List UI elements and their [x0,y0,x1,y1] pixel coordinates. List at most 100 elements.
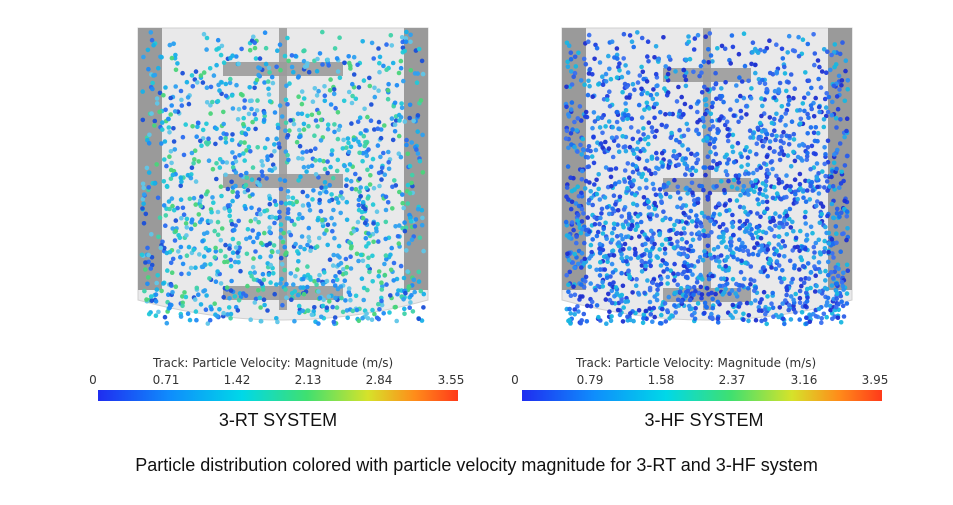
particle [661,185,667,190]
particle [817,269,823,275]
particle [778,118,783,123]
particle [738,301,743,306]
particle [769,120,775,126]
particle [832,269,838,275]
particle [413,217,419,222]
particle [241,291,246,296]
particle [217,307,222,312]
particle [757,120,763,126]
particle [173,52,178,58]
particle [254,77,260,83]
particle [346,149,352,155]
particle [615,307,621,313]
particle [250,165,256,170]
particle [140,117,146,123]
particle [594,233,600,239]
particle [760,199,766,205]
particle [171,139,177,144]
particle [796,34,801,40]
particle [631,44,636,50]
particle [665,274,671,280]
particle [206,136,211,141]
particle [392,100,398,106]
particle [243,182,249,188]
particle [675,204,680,210]
particle [844,301,850,306]
particle [218,281,224,286]
particle [306,234,311,240]
particle [747,149,753,154]
particle [781,224,786,230]
particle [803,238,809,243]
particle [614,46,620,51]
particle [581,148,586,153]
particle [761,161,767,166]
particle [332,235,337,241]
particle [366,255,371,261]
particle [356,85,362,90]
particle [662,301,668,306]
particle [262,208,267,214]
particle [276,141,282,146]
particle [281,230,286,236]
particle [285,152,290,158]
particle [568,131,574,136]
particle [763,187,768,193]
particle [738,93,743,99]
particle [802,108,807,114]
particle [581,311,587,317]
particle [242,105,247,110]
particle [236,298,242,303]
particle [252,85,257,91]
particle [787,258,793,264]
particle [376,273,382,279]
particle [322,84,327,89]
particle [273,202,279,207]
particle [296,74,301,79]
particle [408,300,413,305]
particle [735,140,741,146]
particle [805,111,810,117]
particle [763,179,769,184]
particle [312,279,317,284]
particle [782,321,787,327]
particle [393,224,398,229]
particle [627,246,632,251]
particle [689,151,694,157]
particle [757,187,763,192]
particle [600,145,605,150]
particle [286,207,291,212]
particle [386,160,392,165]
particle [821,47,827,52]
particle [336,200,341,205]
particle [371,239,376,245]
legend-tick: 0.71 [152,373,180,387]
particle [327,257,333,263]
particle [249,98,254,103]
particle [169,160,174,166]
particle [382,261,387,267]
particle [179,215,184,221]
particle [746,171,751,176]
particle [791,149,796,155]
particle [646,120,652,125]
particle [594,45,600,51]
particle [244,251,250,257]
particle [607,103,613,109]
particle [346,89,352,95]
particle [364,153,370,158]
particle [185,311,191,317]
particle [630,162,636,167]
particle [746,78,751,84]
particle [841,314,847,319]
particle [811,255,817,260]
particle [388,33,394,38]
particle [834,281,839,287]
particle [805,91,811,96]
particle [713,291,718,297]
particle [374,209,380,214]
particle [687,56,693,62]
particle [619,292,625,298]
particle [678,231,684,236]
particle [674,137,679,143]
